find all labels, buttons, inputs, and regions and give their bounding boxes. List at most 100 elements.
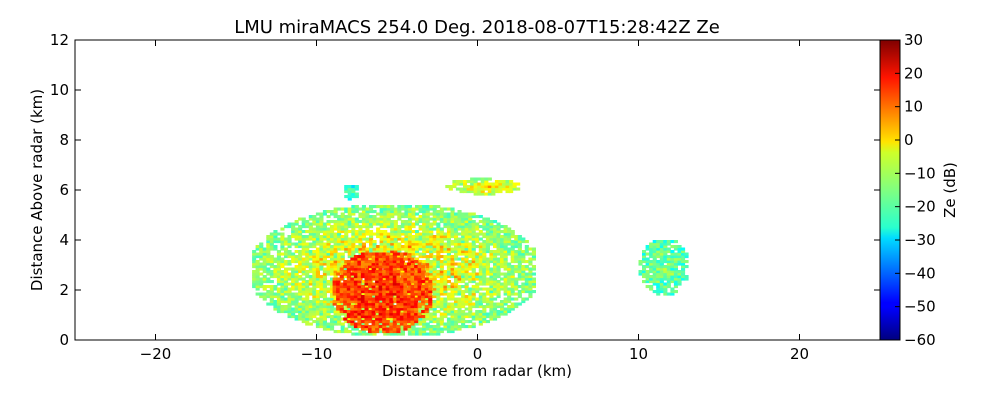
echo-cell: [322, 277, 327, 281]
echo-cell: [358, 225, 363, 229]
echo-cell: [319, 267, 324, 271]
echo-cell: [400, 270, 405, 274]
echo-cell: [417, 282, 422, 286]
echo-cell: [354, 302, 359, 306]
echo-cell: [503, 272, 508, 276]
echo-cell: [400, 332, 405, 336]
echo-cell: [284, 300, 289, 304]
echo-cell: [510, 272, 515, 276]
echo-cell: [461, 312, 466, 316]
echo-cell: [365, 220, 370, 224]
echo-cell: [461, 225, 466, 229]
echo-cell: [642, 250, 647, 254]
echo-cell: [414, 315, 419, 319]
echo-cell: [392, 330, 397, 334]
echo-cell: [252, 270, 257, 274]
echo-cell: [350, 305, 355, 309]
echo-cell: [450, 287, 455, 291]
echo-cell: [510, 240, 515, 244]
echo-cell: [432, 270, 437, 274]
echo-cell: [392, 265, 397, 269]
echo-cell: [428, 305, 433, 309]
echo-cell: [360, 295, 365, 299]
echo-cell: [493, 260, 498, 264]
echo-cell: [443, 302, 448, 306]
echo-cell: [390, 242, 395, 246]
echo-cell: [482, 262, 487, 266]
echo-cell: [379, 215, 384, 219]
echo-cell: [446, 270, 451, 274]
echo-cell: [478, 230, 483, 234]
echo-cell: [383, 230, 388, 234]
echo-cell: [392, 312, 397, 316]
echo-cell: [454, 305, 459, 309]
echo-cell: [656, 240, 661, 244]
echo-cell: [457, 227, 462, 231]
echo-cell: [308, 245, 313, 249]
echo-cell: [524, 265, 529, 269]
echo-cell: [389, 255, 394, 259]
y-tick-label: 0: [59, 331, 69, 349]
echo-cell: [376, 262, 381, 266]
echo-cell: [422, 255, 427, 259]
echo-cell: [528, 257, 533, 261]
echo-cell: [269, 255, 274, 259]
echo-cell: [322, 280, 327, 284]
echo-cell: [510, 230, 515, 234]
echo-cell: [649, 270, 654, 274]
echo-cell: [500, 300, 505, 304]
echo-cell: [383, 222, 388, 226]
echo-cell: [470, 185, 475, 189]
echo-cell: [371, 252, 376, 256]
echo-cell: [507, 305, 512, 309]
echo-cell: [393, 300, 398, 304]
echo-cell: [337, 222, 342, 226]
echo-cell: [351, 232, 356, 236]
echo-cell: [457, 247, 462, 251]
echo-cell: [649, 262, 654, 266]
echo-cell: [422, 282, 427, 286]
echo-cell: [415, 205, 420, 209]
echo-cell: [670, 252, 675, 256]
echo-cell: [410, 320, 415, 324]
echo-cell: [399, 305, 404, 309]
echo-cell: [305, 302, 310, 306]
echo-cell: [493, 257, 498, 261]
echo-cell: [425, 220, 430, 224]
echo-cell: [424, 295, 429, 299]
echo-cell: [468, 245, 473, 249]
echo-cell: [383, 217, 388, 221]
echo-cell: [368, 265, 373, 269]
echo-cell: [642, 267, 647, 271]
echo-cell: [322, 320, 327, 324]
echo-cell: [461, 267, 466, 271]
echo-cell: [354, 220, 359, 224]
echo-cell: [291, 272, 296, 276]
echo-cell: [308, 300, 313, 304]
echo-cell: [371, 310, 376, 314]
echo-cell: [361, 247, 366, 251]
echo-cell: [673, 257, 678, 261]
echo-cell: [269, 285, 274, 289]
echo-cell: [360, 262, 365, 266]
echo-cell: [322, 247, 327, 251]
echo-cell: [386, 307, 391, 311]
echo-cell: [446, 272, 451, 276]
echo-cell: [339, 285, 344, 289]
echo-cell: [417, 270, 422, 274]
echo-cell: [425, 312, 430, 316]
echo-cell: [382, 262, 387, 266]
echo-cell: [330, 285, 335, 289]
echo-cell: [344, 242, 349, 246]
echo-cell: [649, 280, 654, 284]
echo-cell: [450, 275, 455, 279]
echo-cell: [273, 305, 278, 309]
echo-cell: [364, 290, 369, 294]
echo-cell: [287, 295, 292, 299]
echo-cell: [330, 252, 335, 256]
echo-cell: [652, 255, 657, 259]
echo-cell: [414, 300, 419, 304]
echo-cell: [291, 300, 296, 304]
echo-cell: [312, 295, 317, 299]
echo-cell: [436, 237, 441, 241]
